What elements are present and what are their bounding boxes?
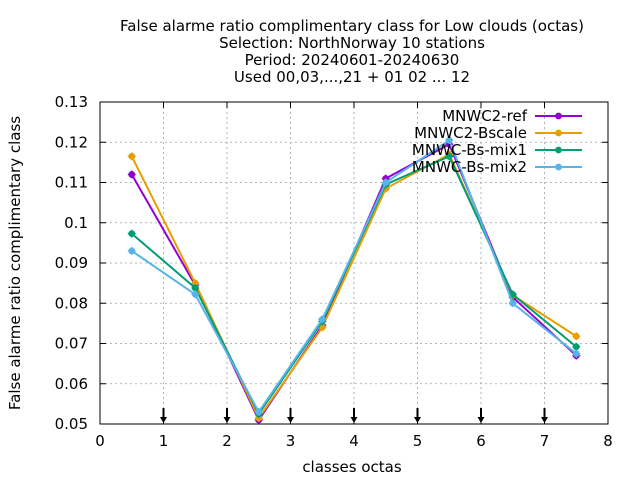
y-tick-label: 0.08 xyxy=(55,294,88,312)
x-tick-label: 6 xyxy=(476,432,486,450)
series-line xyxy=(131,138,577,414)
threshold-marker-arrow xyxy=(477,417,485,423)
data-point-cross xyxy=(127,246,136,255)
y-tick-label: 0.06 xyxy=(55,375,88,393)
legend-marker xyxy=(555,146,562,154)
chart-title: False alarme ratio complimentary class f… xyxy=(120,17,584,86)
x-tick-label: 1 xyxy=(159,432,169,450)
threshold-markers xyxy=(160,408,548,423)
grid xyxy=(100,102,608,424)
axis-ticks: 0 1 2 3 4 5 6 7 8 0.05 0.06 0.07 0.08 0.09 0.1 0.11 0.12… xyxy=(55,93,613,450)
legend-label: MNWC-Bs-mix2 xyxy=(412,158,527,176)
threshold-marker-arrow xyxy=(160,417,167,423)
threshold-marker-arrow xyxy=(350,417,358,423)
y-tick-label: 0.07 xyxy=(55,335,88,353)
data-point-cross xyxy=(508,299,517,308)
x-tick-label: 7 xyxy=(540,432,550,450)
data-point-cross xyxy=(191,290,200,299)
y-axis-label: False alarme ratio complimentary class xyxy=(6,116,24,410)
x-tick-label: 8 xyxy=(603,432,613,450)
legend-marker xyxy=(555,129,562,137)
title-line-3: Period: 20240601-20240630 xyxy=(245,51,460,69)
data-series xyxy=(127,136,581,424)
data-point-cross xyxy=(127,229,136,238)
title-line-1: False alarme ratio complimentary class f… xyxy=(120,17,584,35)
title-line-4: Used 00,03,...,21 + 01 02 ... 12 xyxy=(234,68,470,86)
data-point-cross xyxy=(572,349,581,358)
data-point-cross xyxy=(572,332,581,341)
y-tick-label: 0.05 xyxy=(55,415,88,433)
x-tick-label: 3 xyxy=(286,432,296,450)
legend: MNWC2-refMNWC2-BscaleMNWC-Bs-mix1MNWC-Bs… xyxy=(412,107,582,176)
y-tick-label: 0.12 xyxy=(55,133,88,151)
legend-label: MNWC2-Bscale xyxy=(414,124,527,142)
plot-frame xyxy=(99,101,609,425)
data-point-cross xyxy=(381,178,390,187)
threshold-marker-arrow xyxy=(541,417,548,423)
x-tick-label: 0 xyxy=(95,432,105,450)
y-tick-label: 0.11 xyxy=(55,174,88,192)
y-tick-label: 0.1 xyxy=(64,214,88,232)
data-point-cross xyxy=(127,152,136,161)
x-tick-label: 4 xyxy=(349,432,359,450)
legend-label: MNWC2-ref xyxy=(442,107,527,125)
data-point-cross xyxy=(572,342,581,351)
threshold-marker-arrow xyxy=(223,417,231,423)
legend-label: MNWC-Bs-mix1 xyxy=(412,141,527,159)
x-axis-label: classes octas xyxy=(302,458,402,476)
title-line-2: Selection: NorthNorway 10 stations xyxy=(219,34,485,52)
data-point-cross xyxy=(445,152,454,161)
data-point-cross xyxy=(318,315,327,324)
y-tick-label: 0.13 xyxy=(55,93,88,111)
legend-marker xyxy=(555,163,562,171)
x-tick-label: 2 xyxy=(222,432,232,450)
series-MNWC-Bs-mix2 xyxy=(127,136,581,416)
threshold-marker-arrow xyxy=(414,417,421,423)
threshold-marker-arrow xyxy=(287,417,294,423)
y-tick-label: 0.09 xyxy=(55,254,88,272)
legend-marker xyxy=(555,112,562,120)
data-point-cross xyxy=(127,170,136,179)
data-point-cross xyxy=(254,407,263,416)
x-tick-label: 5 xyxy=(413,432,423,450)
data-point-cross xyxy=(445,136,454,145)
